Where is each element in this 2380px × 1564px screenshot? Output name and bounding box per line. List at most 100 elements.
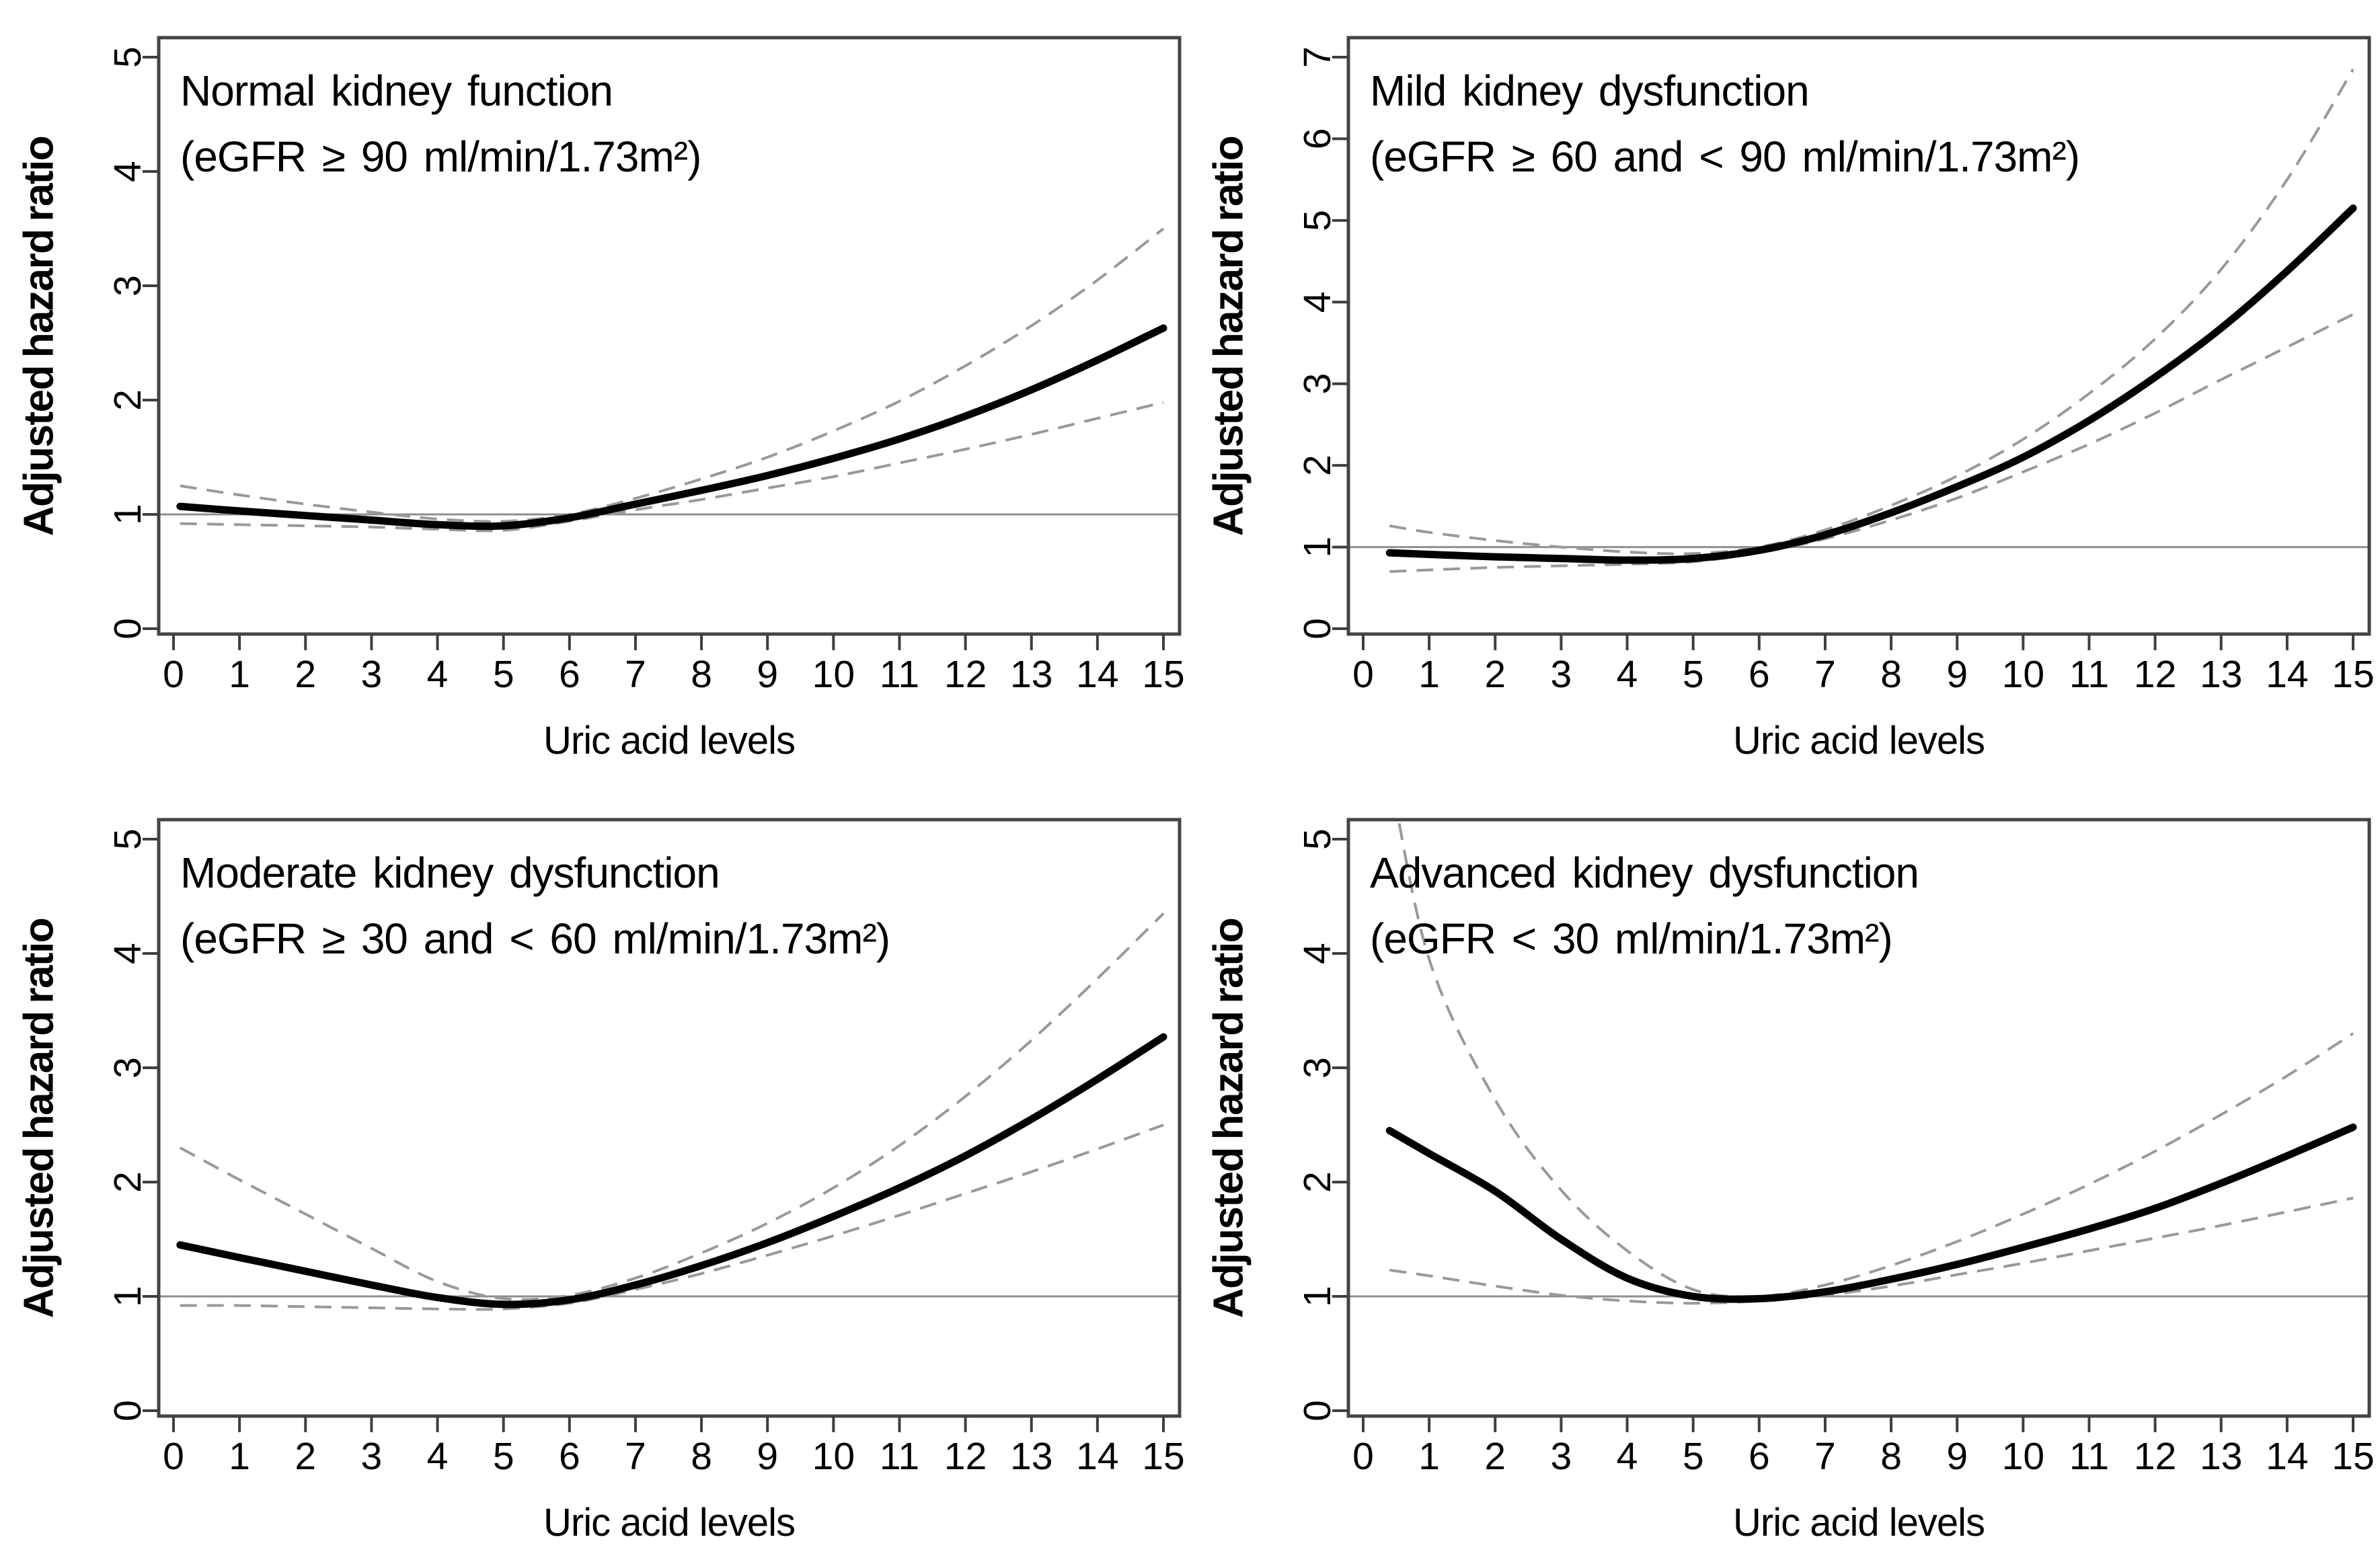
x-tick-label: 6 [1749,1435,1770,1478]
hazard-ratio-curve [176,1033,1167,1308]
chart-title: Normal kidney function (eGFR ≥ 90 ml/min… [180,58,701,190]
x-tick-label: 0 [1352,653,1374,696]
y-tick-label: 4 [106,943,149,964]
ci-lower-dashed-curve [180,1124,1164,1311]
y-tick-label: 5 [1296,828,1339,850]
x-tick-label: 7 [1814,1435,1836,1478]
x-tick-label: 15 [1142,1435,1184,1478]
x-tick-label: 4 [427,653,449,696]
plot-border [1346,818,2371,1418]
x-tick-label: 9 [757,653,778,696]
hazard-ratio-curve [1385,1123,2357,1303]
x-tick-label: 8 [1880,653,1902,696]
y-tick-label: 0 [106,618,149,639]
chart-title-line1: Mild kidney dysfunction [1370,67,1810,115]
x-tick-label: 8 [691,1435,712,1478]
x-tick-label: 9 [1946,653,1968,696]
y-tick-label: 2 [106,389,149,411]
y-tick-label: 1 [1296,537,1339,558]
y-axis-title: Adjusted hazard ratio [1205,918,1252,1319]
y-tick-label: 2 [106,1171,149,1193]
chart-title-line2: (eGFR ≥ 30 and < 60 ml/min/1.73m²) [180,914,890,963]
y-tick-label: 1 [106,1286,149,1307]
x-tick-label: 14 [1076,653,1118,696]
x-tick-label: 6 [559,1435,580,1478]
y-tick-label: 5 [1296,210,1339,231]
x-tick-label: 1 [229,1435,250,1478]
x-tick-label: 11 [2069,1435,2109,1478]
y-tick-label: 5 [106,828,149,850]
x-tick-label: 5 [493,653,514,696]
y-tick-label: 7 [1296,46,1339,68]
x-tick-label: 12 [944,1435,987,1478]
panel-moderate-kidney-dysfunction: Adjusted hazard ratio Moderate kidney dy… [0,782,1190,1564]
x-tick-label: 5 [493,1435,514,1478]
x-tick-label: 2 [1484,653,1506,696]
x-tick-label: 15 [1142,653,1184,696]
chart-title-line2: (eGFR ≥ 60 and < 90 ml/min/1.73m²) [1370,132,2080,181]
x-tick-label: 0 [163,1435,184,1478]
x-tick-label: 2 [295,653,316,696]
x-tick-label: 7 [625,653,646,696]
y-tick-label: 2 [1296,1171,1339,1193]
x-tick-label: 13 [1010,653,1052,696]
chart-title-line2: (eGFR < 30 ml/min/1.73m²) [1370,914,1893,963]
x-tick-label: 2 [1484,1435,1506,1478]
y-tick-label: 2 [1296,455,1339,476]
x-tick-label: 3 [1551,653,1572,696]
chart-title-line1: Moderate kidney dysfunction [180,849,720,897]
x-tick-label: 3 [1551,1435,1572,1478]
y-tick-label: 1 [1296,1286,1339,1307]
y-tick-label: 0 [1296,1400,1339,1421]
x-tick-label: 4 [1617,653,1638,696]
ci-upper-dashed-curve [1397,820,2354,1298]
x-tick-label: 14 [2266,1435,2308,1478]
chart-title: Moderate kidney dysfunction (eGFR ≥ 30 a… [180,840,890,972]
x-tick-label: 10 [2002,653,2044,696]
x-tick-label: 11 [880,1435,919,1478]
y-tick-label: 5 [106,46,149,68]
x-tick-label: 5 [1683,653,1704,696]
x-tick-label: 14 [2266,653,2308,696]
ci-upper-dashed-curve [179,912,1165,1301]
x-tick-label: 7 [625,1435,646,1478]
chart-title-line1: Normal kidney function [180,67,613,115]
y-tick-label: 6 [1296,128,1339,150]
chart-title: Mild kidney dysfunction (eGFR ≥ 60 and <… [1370,58,2080,190]
y-tick-label: 0 [106,1400,149,1421]
x-tick-label: 13 [2200,653,2242,696]
ci-lower-dashed-curve [1389,313,2354,573]
y-tick-label: 1 [106,504,149,525]
x-tick-label: 1 [229,653,250,696]
y-tick-label: 4 [106,161,149,182]
x-tick-label: 10 [2002,1435,2044,1478]
x-tick-label: 8 [691,653,712,696]
plot-border [1346,36,2371,636]
x-tick-label: 10 [812,1435,855,1478]
ci-lower-dashed-curve [1389,1196,2354,1305]
x-axis-title: Uric acid levels [1733,719,1985,763]
ci-lower-dashed-curve [180,401,1164,533]
x-tick-label: 11 [2069,653,2109,696]
x-tick-label: 8 [1880,1435,1902,1478]
y-axis-title: Adjusted hazard ratio [15,918,63,1319]
x-tick-label: 5 [1683,1435,1704,1478]
y-tick-label: 4 [1296,291,1339,313]
x-tick-label: 1 [1418,1435,1440,1478]
y-axis-title: Adjusted hazard ratio [1205,136,1252,537]
plot-border [157,818,1182,1418]
x-tick-label: 14 [1076,1435,1118,1478]
x-tick-label: 9 [1946,1435,1968,1478]
ci-upper-dashed-curve [1389,69,2354,555]
y-tick-label: 4 [1296,943,1339,964]
x-tick-label: 15 [2332,653,2374,696]
x-tick-label: 12 [2134,653,2176,696]
y-tick-label: 3 [106,1057,149,1079]
y-tick-label: 0 [1296,618,1339,639]
chart-title-line1: Advanced kidney dysfunction [1370,849,1919,897]
x-tick-label: 15 [2332,1435,2374,1478]
x-tick-label: 12 [944,653,987,696]
